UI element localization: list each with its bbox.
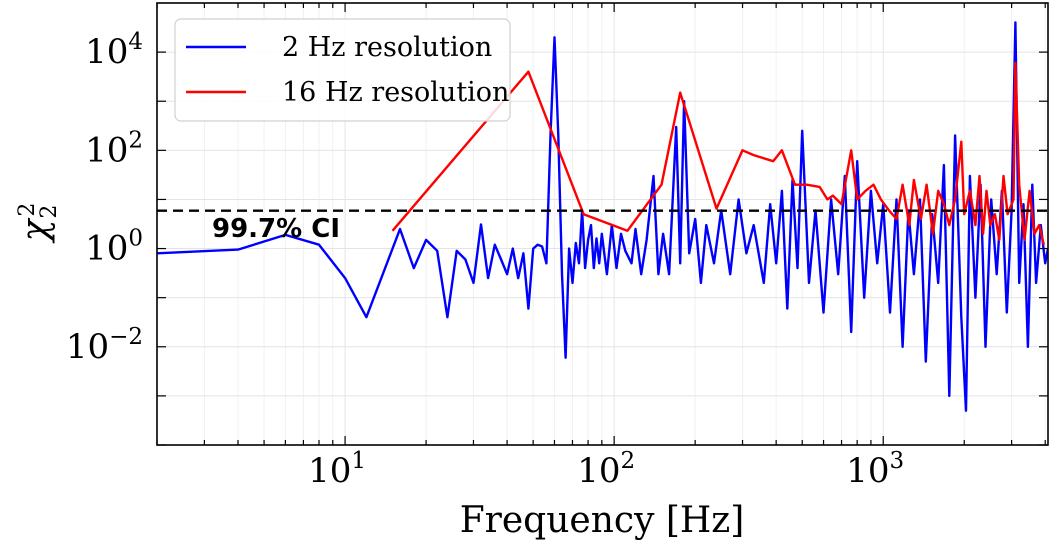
threshold-label: 99.7% CI [212, 214, 340, 244]
y-tick-label-base: 10 [66, 327, 109, 367]
series-layer [157, 21, 1048, 412]
x-axis-title: Frequency [Hz] [460, 500, 745, 541]
y-tick-label-1: 100 [85, 226, 143, 269]
y-axis-title-sup: 2 [15, 203, 40, 217]
series-line-1 [391, 61, 1045, 245]
x-tick-label-base: 10 [846, 451, 889, 491]
y-tick-label-exp: 0 [128, 226, 143, 252]
y-axis-title-sub: 2 [37, 205, 62, 219]
y-tick-label-base: 10 [85, 32, 128, 72]
x-tick-label-base: 10 [308, 451, 351, 491]
y-tick-label-exp: 4 [128, 29, 143, 55]
y-tick-label-3: 104 [85, 29, 143, 72]
ticks [156, 3, 1048, 446]
legend-label-0: 2 Hz resolution [282, 32, 492, 63]
series-line-0 [157, 21, 1048, 412]
plot-frame [156, 2, 1049, 446]
x-tick-label-exp: 2 [620, 448, 635, 474]
legend-box [174, 18, 511, 122]
x-tick-label-exp: 3 [890, 448, 905, 474]
y-tick-label-exp: −2 [109, 324, 143, 350]
y-tick-label-base: 10 [85, 229, 128, 269]
legend: 2 Hz resolution 16 Hz resolution [174, 18, 511, 122]
x-tick-label-0: 101 [308, 448, 366, 491]
x-tick-label-base: 10 [577, 451, 620, 491]
y-tick-label-base: 10 [85, 130, 128, 170]
legend-label-1: 16 Hz resolution [282, 77, 509, 108]
y-tick-label-0: 10−2 [66, 324, 143, 367]
x-tick-label-2: 103 [846, 448, 904, 491]
y-tick-label-exp: 2 [128, 127, 143, 153]
y-axis-title-base: χ [15, 217, 56, 244]
x-tick-label-exp: 1 [351, 448, 366, 474]
y-tick-label-2: 102 [85, 127, 143, 170]
y-axis-title: χ22 [15, 203, 62, 245]
x-tick-label-1: 102 [577, 448, 635, 491]
